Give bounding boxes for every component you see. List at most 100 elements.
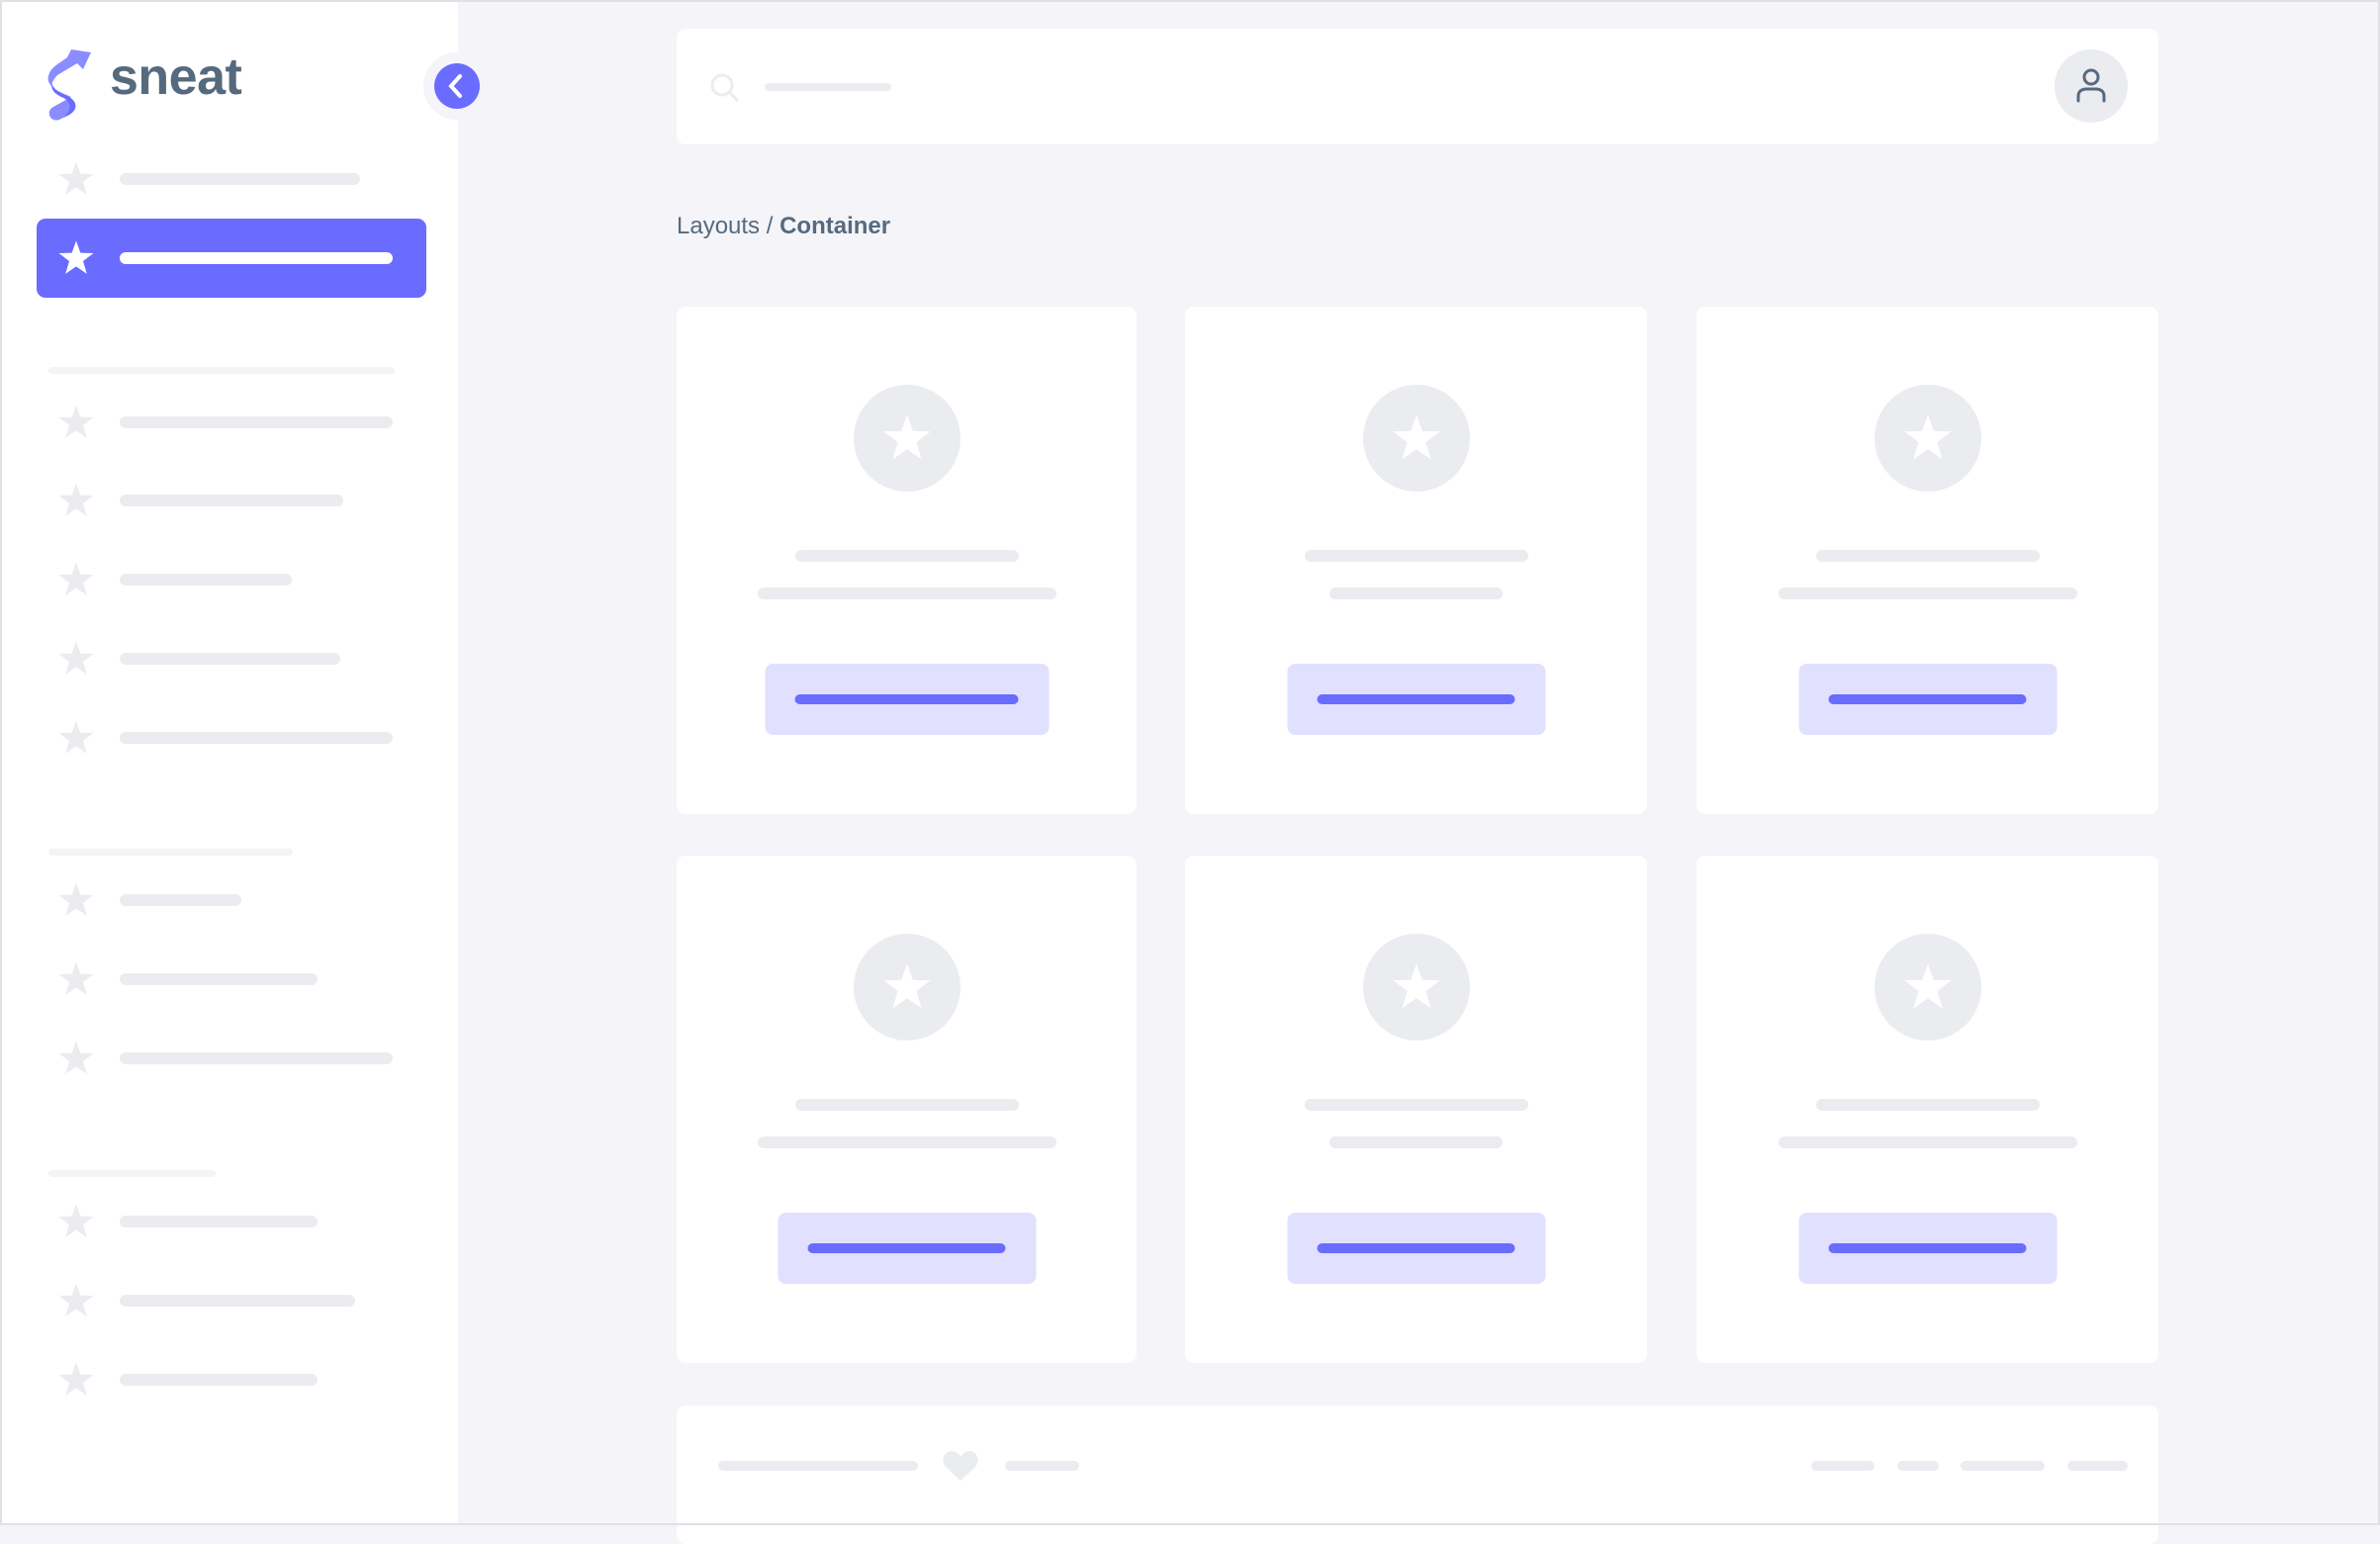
sidebar-toggle-button[interactable] bbox=[423, 52, 491, 120]
breadcrumb-current: Container bbox=[779, 213, 891, 239]
card-button-label bbox=[794, 694, 1019, 704]
card-title bbox=[1304, 1099, 1528, 1111]
card-button-label bbox=[1317, 1243, 1515, 1253]
footer-copyright-text bbox=[718, 1461, 918, 1471]
sidebar-item[interactable] bbox=[37, 629, 426, 688]
logo-icon bbox=[44, 45, 99, 121]
sidebar-section-header bbox=[48, 1170, 216, 1177]
content-card bbox=[1185, 856, 1647, 1363]
footer-link[interactable] bbox=[2067, 1461, 2128, 1471]
sidebar-item-label bbox=[120, 732, 393, 744]
card-description bbox=[757, 588, 1056, 599]
breadcrumb: Layouts / Container bbox=[677, 213, 890, 240]
sidebar-item-label bbox=[120, 574, 292, 586]
sidebar-item[interactable] bbox=[37, 393, 426, 452]
footer-link[interactable] bbox=[1897, 1461, 1939, 1471]
card-button-label bbox=[1828, 694, 2027, 704]
star-icon bbox=[1362, 934, 1470, 1041]
content-card bbox=[677, 307, 1137, 814]
breadcrumb-separator: / bbox=[760, 213, 780, 239]
card-title bbox=[1304, 550, 1528, 562]
card-button[interactable] bbox=[778, 1213, 1036, 1284]
star-icon bbox=[56, 1281, 96, 1320]
sidebar-item-label bbox=[120, 1052, 393, 1064]
sidebar-item-label bbox=[120, 173, 360, 185]
card-button-label bbox=[1828, 1243, 2027, 1253]
star-icon bbox=[56, 1039, 96, 1078]
star-icon bbox=[56, 1202, 96, 1241]
card-button-label bbox=[1317, 694, 1515, 704]
sidebar-item-label bbox=[120, 1216, 318, 1227]
sidebar-item-label bbox=[120, 416, 393, 428]
card-button-label bbox=[807, 1243, 1006, 1253]
user-icon bbox=[2076, 68, 2106, 103]
card-button[interactable] bbox=[1798, 664, 2057, 735]
card-description bbox=[1778, 1136, 2077, 1148]
star-icon bbox=[56, 1360, 96, 1400]
star-icon bbox=[1874, 934, 1981, 1041]
footer-link[interactable] bbox=[1961, 1461, 2045, 1471]
card-description bbox=[1778, 588, 2077, 599]
heart-icon bbox=[942, 1449, 979, 1488]
card-title bbox=[1815, 550, 2040, 562]
sidebar-item-active[interactable] bbox=[37, 219, 426, 298]
user-avatar[interactable] bbox=[2055, 49, 2128, 123]
sidebar-item[interactable] bbox=[37, 870, 426, 930]
chevron-left-icon bbox=[434, 63, 480, 109]
sidebar-item[interactable] bbox=[37, 1271, 426, 1330]
footer-author-link[interactable] bbox=[1005, 1461, 1079, 1471]
sidebar-item-label bbox=[120, 653, 340, 665]
star-icon bbox=[56, 238, 96, 278]
content-card bbox=[1185, 307, 1647, 814]
sidebar-item[interactable] bbox=[37, 1350, 426, 1409]
content-card bbox=[1696, 856, 2158, 1363]
star-icon bbox=[853, 934, 961, 1041]
sidebar-item[interactable] bbox=[37, 149, 426, 209]
sidebar-item[interactable] bbox=[37, 708, 426, 768]
card-description bbox=[757, 1136, 1056, 1148]
sidebar-item[interactable] bbox=[37, 1029, 426, 1088]
sidebar-item-label bbox=[120, 1374, 318, 1386]
card-title bbox=[794, 550, 1019, 562]
star-icon bbox=[56, 403, 96, 442]
content-card bbox=[677, 856, 1137, 1363]
sidebar-item-label bbox=[120, 252, 393, 264]
star-icon bbox=[56, 159, 96, 199]
star-icon bbox=[56, 959, 96, 999]
sidebar-item-label bbox=[120, 973, 318, 985]
sidebar-item[interactable] bbox=[37, 471, 426, 530]
sidebar-item[interactable] bbox=[37, 950, 426, 1009]
search-icon[interactable] bbox=[709, 72, 741, 109]
sidebar-section-header bbox=[48, 367, 395, 374]
sidebar-item[interactable] bbox=[37, 1192, 426, 1251]
star-icon bbox=[56, 718, 96, 758]
sidebar-item[interactable] bbox=[37, 550, 426, 609]
card-title bbox=[1815, 1099, 2040, 1111]
card-button[interactable] bbox=[765, 664, 1049, 735]
star-icon bbox=[56, 481, 96, 520]
card-button[interactable] bbox=[1287, 1213, 1545, 1284]
star-icon bbox=[1362, 385, 1470, 492]
top-navbar bbox=[677, 29, 2158, 144]
star-icon bbox=[56, 560, 96, 599]
card-button[interactable] bbox=[1287, 664, 1545, 735]
sidebar-section-header bbox=[48, 849, 293, 856]
footer bbox=[677, 1406, 2158, 1544]
card-description bbox=[1329, 588, 1503, 599]
sidebar-item-label bbox=[120, 894, 241, 906]
logo-text: sneat bbox=[110, 48, 242, 106]
content-card bbox=[1696, 307, 2158, 814]
card-description bbox=[1329, 1136, 1503, 1148]
breadcrumb-parent[interactable]: Layouts bbox=[677, 213, 761, 239]
card-button[interactable] bbox=[1798, 1213, 2057, 1284]
star-icon bbox=[56, 880, 96, 920]
star-icon bbox=[1874, 385, 1981, 492]
card-title bbox=[794, 1099, 1019, 1111]
star-icon bbox=[56, 639, 96, 679]
footer-link[interactable] bbox=[1811, 1461, 1875, 1471]
star-icon bbox=[853, 385, 961, 492]
sidebar-item-label bbox=[120, 1295, 355, 1307]
search-input[interactable] bbox=[765, 83, 891, 91]
sidebar-item-label bbox=[120, 495, 343, 506]
sidebar: sneat bbox=[0, 0, 491, 1525]
